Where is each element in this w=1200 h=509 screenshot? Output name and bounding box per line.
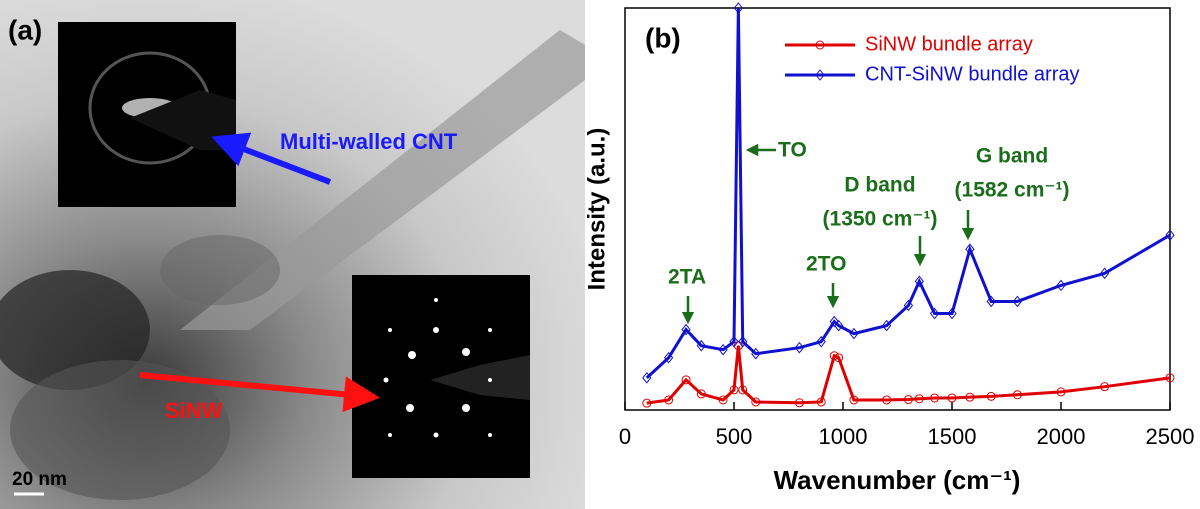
legend-marker <box>815 40 825 50</box>
marker <box>1165 229 1175 241</box>
marker <box>816 335 826 348</box>
marker <box>929 307 940 320</box>
marker <box>681 323 691 336</box>
marker <box>1012 295 1023 308</box>
marker <box>882 395 892 405</box>
marker <box>664 395 674 405</box>
marker <box>642 398 652 408</box>
marker <box>733 2 744 14</box>
annotation: TO <box>778 139 807 162</box>
marker <box>986 295 996 308</box>
marker <box>1165 373 1175 383</box>
x-tick-label: 500 <box>716 424 753 449</box>
marker <box>718 395 728 405</box>
marker <box>914 394 924 404</box>
x-tick-label: 0 <box>619 424 631 449</box>
marker <box>833 319 844 332</box>
marker <box>729 335 739 348</box>
legend-label: CNT-SiNW bundle array <box>865 63 1080 85</box>
marker <box>965 392 975 402</box>
marker <box>829 315 839 328</box>
marker <box>903 395 913 405</box>
y-axis-label: Intensity (a.u.) <box>583 128 610 291</box>
marker <box>794 341 805 354</box>
marker <box>881 319 892 332</box>
marker <box>1012 390 1022 400</box>
marker <box>696 389 706 399</box>
sinw-label: SiNW <box>165 398 223 423</box>
marker <box>903 299 914 312</box>
marker <box>947 393 957 403</box>
marker <box>738 385 748 395</box>
annotations: 2TA TO 2TO D band (1350 cm⁻¹) G band (15… <box>668 139 1070 325</box>
annotation: (1350 cm⁻¹) <box>823 208 938 231</box>
marker <box>642 372 652 384</box>
cnt-label: Multi-walled CNT <box>280 129 458 154</box>
legend-label: SiNW bundle array <box>865 33 1033 55</box>
marker <box>965 243 975 256</box>
x-tick-label: 1500 <box>928 424 977 449</box>
marker <box>729 385 739 395</box>
scale-bar: 20 nm <box>12 469 67 490</box>
x-tick-label: 2500 <box>1146 424 1195 449</box>
series <box>642 2 1175 384</box>
legend-marker <box>815 69 825 81</box>
marker <box>1056 387 1066 397</box>
marker <box>794 398 804 408</box>
x-tick-label: 1000 <box>819 424 868 449</box>
marker <box>986 391 996 401</box>
annotation: (1582 cm⁻¹) <box>955 179 1070 202</box>
marker <box>914 275 924 288</box>
marker <box>718 343 728 356</box>
marker <box>663 351 674 364</box>
panel-label: (a) <box>8 14 42 45</box>
marker <box>947 307 957 320</box>
x-axis-label: Wavenumber (cm⁻¹) <box>774 465 1021 495</box>
series-line <box>645 7 1171 379</box>
panel-label: (b) <box>645 22 681 53</box>
marker <box>829 351 839 361</box>
marker <box>816 397 826 407</box>
annotation: G band <box>976 145 1048 168</box>
marker <box>696 339 706 352</box>
series-line <box>646 345 1171 405</box>
marker <box>751 347 761 360</box>
marker <box>849 327 859 340</box>
marker <box>834 353 844 363</box>
plot-frame <box>624 7 1171 411</box>
annotation: D band <box>844 174 915 197</box>
marker <box>1100 382 1110 392</box>
annotation: 2TO <box>806 253 846 276</box>
marker <box>1056 279 1066 292</box>
x-tick-label: 2000 <box>1037 424 1086 449</box>
marker <box>1099 267 1110 280</box>
marker <box>849 395 859 405</box>
marker <box>681 375 691 385</box>
marker <box>738 335 748 348</box>
annotation: 2TA <box>668 266 706 289</box>
tem-image <box>0 0 585 509</box>
marker <box>751 397 761 407</box>
series <box>642 341 1175 408</box>
marker <box>930 393 940 403</box>
